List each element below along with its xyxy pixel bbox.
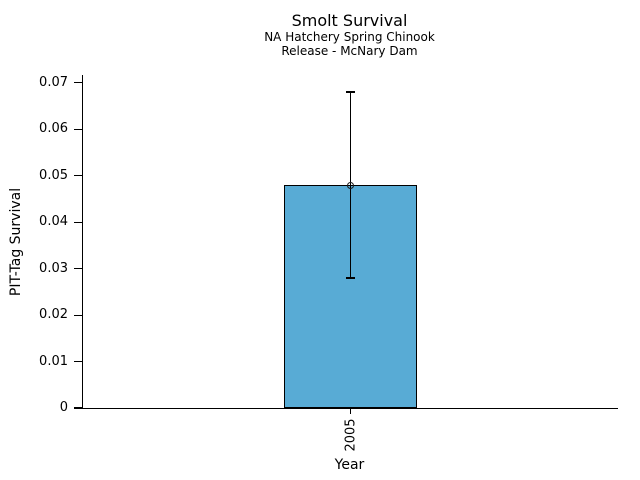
chart-subtitle-line2: Release - McNary Dam: [281, 44, 418, 58]
y-axis-tick-label: 0.06: [39, 121, 68, 137]
y-axis-tick: [74, 268, 82, 270]
y-axis-tick-label: 0.07: [39, 74, 68, 90]
y-axis-tick: [74, 128, 82, 130]
error-bar-cap-top: [346, 91, 355, 93]
y-axis-tick: [74, 407, 82, 409]
y-axis-tick: [74, 314, 82, 316]
y-axis-tick-label: 0.05: [39, 167, 68, 183]
y-axis-tick: [74, 82, 82, 84]
x-axis-tick-label: 2005: [343, 418, 358, 452]
x-axis-tick: [349, 409, 352, 414]
y-axis-tick-label: 0.01: [39, 353, 68, 369]
y-axis-tick: [74, 175, 82, 177]
chart-subtitle-line1: NA Hatchery Spring Chinook: [264, 30, 435, 44]
y-axis-tick-label: 0.04: [39, 214, 68, 230]
y-axis-tick-label: 0.03: [39, 260, 68, 276]
x-axis-label: Year: [334, 457, 365, 473]
y-axis-tick: [74, 221, 82, 223]
y-axis-tick-label: 0.02: [39, 307, 68, 323]
error-bar-cap-bottom: [346, 277, 355, 279]
y-axis-tick: [74, 360, 82, 363]
y-axis-tick-label: 0: [59, 400, 68, 415]
title-block: Smolt Survival NA Hatchery Spring Chinoo…: [82, 11, 617, 58]
chart-title: Smolt Survival: [291, 11, 408, 30]
plot-area: 0 0.01 0.02 0.03 0.04 0.05 0.06 0.07 2005: [39, 75, 618, 452]
y-axis-label: PIT-Tag Survival: [8, 187, 24, 297]
data-point-marker: [347, 181, 354, 189]
